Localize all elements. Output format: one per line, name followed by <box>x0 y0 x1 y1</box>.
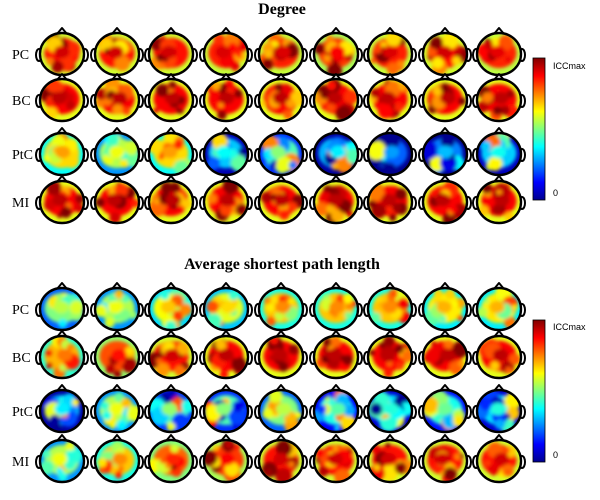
topomap <box>90 384 144 434</box>
topomap <box>199 27 253 77</box>
row-label-mi: MI <box>12 455 29 470</box>
topomap <box>472 282 526 332</box>
topomap <box>199 282 253 332</box>
topomap <box>472 434 526 484</box>
topomap <box>144 434 198 484</box>
topomap <box>144 384 198 434</box>
topomap <box>418 175 472 225</box>
row-label-mi: MI <box>12 196 29 211</box>
topomap <box>90 73 144 123</box>
topomap <box>35 282 89 332</box>
topomap <box>418 27 472 77</box>
topomap <box>472 175 526 225</box>
topomap <box>144 175 198 225</box>
row-label-bc: BC <box>12 351 31 366</box>
topomap <box>309 27 363 77</box>
panel-title-path-length: Average shortest path length <box>184 256 380 273</box>
topomap <box>363 434 417 484</box>
topomap <box>472 330 526 380</box>
topomap <box>472 384 526 434</box>
topomap <box>90 282 144 332</box>
topomap <box>254 127 308 177</box>
topomap <box>254 73 308 123</box>
topomap <box>144 127 198 177</box>
topomap <box>472 127 526 177</box>
row-label-pc: PC <box>12 303 29 318</box>
topomap <box>472 27 526 77</box>
topomap <box>144 27 198 77</box>
topomap <box>90 434 144 484</box>
topomap <box>363 175 417 225</box>
topomap <box>199 127 253 177</box>
topomap <box>90 127 144 177</box>
colorbar-path-length: ICCmax 0 <box>532 319 586 463</box>
topomap <box>35 127 89 177</box>
topomap <box>363 384 417 434</box>
topomap <box>35 330 89 380</box>
topomap <box>199 73 253 123</box>
colorbar-degree: ICCmax 0 <box>532 57 586 201</box>
topomap <box>254 282 308 332</box>
topomap <box>418 282 472 332</box>
topomap <box>254 434 308 484</box>
colorbar-max-label: ICCmax <box>553 322 586 332</box>
topomap <box>199 175 253 225</box>
colorbar-max-label: ICCmax <box>553 61 586 71</box>
row-label-ptc: PtC <box>12 148 33 163</box>
topomap <box>35 175 89 225</box>
topomap <box>363 73 417 123</box>
topomap <box>309 330 363 380</box>
topomap <box>363 127 417 177</box>
panel-title-degree: Degree <box>258 1 306 18</box>
topomap <box>199 330 253 380</box>
topomap <box>144 330 198 380</box>
topomap <box>309 73 363 123</box>
topomap <box>472 73 526 123</box>
topomap <box>254 175 308 225</box>
topomap <box>254 384 308 434</box>
topomap <box>35 384 89 434</box>
topomap <box>418 330 472 380</box>
topomap <box>90 27 144 77</box>
topomap <box>309 282 363 332</box>
topomap <box>254 27 308 77</box>
topomap <box>254 330 308 380</box>
topomap <box>309 127 363 177</box>
topomap <box>363 330 417 380</box>
topomap <box>35 434 89 484</box>
row-label-bc: BC <box>12 94 31 109</box>
topomap <box>144 282 198 332</box>
topomap <box>418 434 472 484</box>
topomap <box>309 175 363 225</box>
topomap <box>418 127 472 177</box>
colorbar-min-label: 0 <box>553 188 558 198</box>
topomap <box>35 27 89 77</box>
topomap <box>309 434 363 484</box>
topomap <box>90 330 144 380</box>
topomap <box>90 175 144 225</box>
topomap <box>418 73 472 123</box>
topomap <box>363 27 417 77</box>
row-label-ptc: PtC <box>12 405 33 420</box>
topomap <box>199 384 253 434</box>
topomap <box>309 384 363 434</box>
topomap <box>144 73 198 123</box>
topomap <box>199 434 253 484</box>
topomap <box>35 73 89 123</box>
colorbar-min-label: 0 <box>553 450 558 460</box>
topomap <box>418 384 472 434</box>
topomap <box>363 282 417 332</box>
row-label-pc: PC <box>12 48 29 63</box>
